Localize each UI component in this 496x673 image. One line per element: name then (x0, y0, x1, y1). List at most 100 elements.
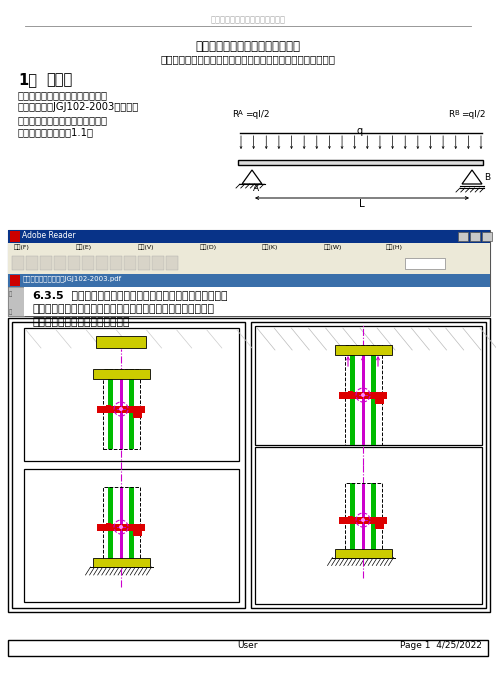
Text: 125%: 125% (407, 259, 425, 264)
Bar (12, 256, 24, 270)
Bar (345, 345, 381, 445)
Bar (375, 516, 383, 528)
Text: ×: × (485, 232, 490, 237)
Bar (255, 447, 482, 604)
Text: =ql/2: =ql/2 (461, 110, 486, 119)
Bar (54, 256, 66, 270)
Bar (371, 483, 376, 557)
Text: 技术规范》（JGJ102-2003）中推荐: 技术规范》（JGJ102-2003）中推荐 (18, 102, 139, 112)
Bar (166, 256, 178, 270)
Bar (8, 230, 490, 243)
Bar (348, 391, 353, 399)
Text: 铰接，宜采用上端悬挂方式；当柱支承点可能产生较大位移时，: 铰接，宜采用上端悬挂方式；当柱支承点可能产生较大位移时， (32, 304, 214, 314)
Bar (133, 524, 141, 536)
Text: 6.3.5: 6.3.5 (32, 291, 63, 301)
Text: 文件(F): 文件(F) (14, 244, 30, 250)
Text: A: A (238, 110, 243, 116)
Bar (8, 640, 488, 656)
Text: 工具(K): 工具(K) (262, 244, 278, 250)
Bar (371, 345, 376, 445)
Bar (362, 483, 365, 557)
Text: □: □ (473, 232, 479, 237)
Text: 幕墙立柱根据实际支撑条件一般可以按以下几种力学模型设计。: 幕墙立柱根据实际支撑条件一般可以按以下几种力学模型设计。 (161, 54, 335, 64)
Text: User: User (238, 641, 258, 650)
Bar (362, 345, 365, 445)
Bar (8, 254, 490, 274)
Text: 签: 签 (9, 309, 12, 314)
Bar (103, 369, 139, 449)
Bar (24, 469, 239, 602)
Bar (152, 256, 164, 270)
Bar (129, 369, 134, 449)
Bar (334, 548, 391, 557)
Text: 幕墙立柱工程技术规范JGJ102-2003.pdf: 幕墙立柱工程技术规范JGJ102-2003.pdf (23, 275, 122, 281)
Text: -: - (461, 232, 463, 237)
Text: B: B (484, 172, 490, 182)
Bar (110, 256, 122, 270)
Text: Adobe Reader: Adobe Reader (22, 231, 75, 240)
Text: R: R (448, 110, 454, 119)
Bar (8, 230, 490, 316)
Text: A: A (253, 184, 259, 193)
Text: 下，其简化图形如图1.1。: 下，其简化图形如图1.1。 (18, 127, 94, 137)
Bar (458, 232, 468, 241)
Text: Page 1  4/25/2022: Page 1 4/25/2022 (400, 641, 482, 650)
Bar (97, 406, 145, 413)
Bar (96, 336, 146, 348)
Circle shape (361, 518, 365, 522)
Bar (133, 406, 141, 417)
Text: q: q (357, 126, 363, 136)
Circle shape (119, 525, 123, 529)
Bar (24, 287, 490, 316)
Bar (375, 392, 383, 404)
Bar (350, 345, 355, 445)
Bar (405, 258, 445, 269)
Bar (10, 275, 20, 286)
Bar (106, 405, 111, 413)
Bar (482, 232, 492, 241)
Bar (251, 322, 486, 608)
Bar (138, 413, 142, 417)
Bar (8, 318, 490, 612)
Text: 幕墙立柱的几种常见力学计算模型: 幕墙立柱的几种常见力学计算模型 (210, 15, 286, 24)
Text: B: B (454, 110, 459, 116)
Bar (238, 160, 483, 165)
Bar (120, 369, 123, 449)
Bar (380, 398, 384, 404)
Bar (334, 345, 391, 355)
Bar (108, 487, 113, 567)
Bar (350, 483, 355, 557)
Text: 1、: 1、 (18, 72, 37, 87)
Bar (8, 274, 490, 287)
Bar (26, 256, 38, 270)
Text: 的立柱计算模型。在均布荷载作用: 的立柱计算模型。在均布荷载作用 (18, 115, 108, 125)
Bar (470, 232, 480, 241)
Text: R: R (232, 110, 238, 119)
Bar (68, 256, 80, 270)
Text: 在楼层内单独布置立柱时，其上、下端均宜与主体结构: 在楼层内单独布置立柱时，其上、下端均宜与主体结构 (64, 291, 228, 301)
Bar (92, 558, 149, 567)
Bar (138, 256, 150, 270)
Bar (348, 516, 353, 524)
Bar (345, 483, 381, 557)
Bar (8, 287, 24, 316)
Text: 窗口(W): 窗口(W) (324, 244, 342, 250)
Text: 文档(D): 文档(D) (200, 244, 217, 250)
Bar (138, 530, 142, 536)
Circle shape (119, 407, 123, 411)
Bar (82, 256, 94, 270)
Bar (124, 256, 136, 270)
Bar (129, 487, 134, 567)
Text: 页: 页 (9, 291, 12, 297)
Text: 帮助(H): 帮助(H) (386, 244, 403, 250)
Bar (120, 487, 123, 567)
Bar (8, 243, 490, 254)
Bar (380, 524, 384, 528)
Text: 应采用与位移相适应的支承装置。: 应采用与位移相适应的支承装置。 (32, 317, 129, 327)
Text: L: L (359, 199, 365, 209)
Bar (97, 524, 145, 530)
Bar (40, 256, 52, 270)
Bar (108, 369, 113, 449)
Text: 幕墙立柱的几种常见力学计算模型: 幕墙立柱的几种常见力学计算模型 (195, 40, 301, 53)
Text: 简支梁: 简支梁 (46, 72, 72, 87)
